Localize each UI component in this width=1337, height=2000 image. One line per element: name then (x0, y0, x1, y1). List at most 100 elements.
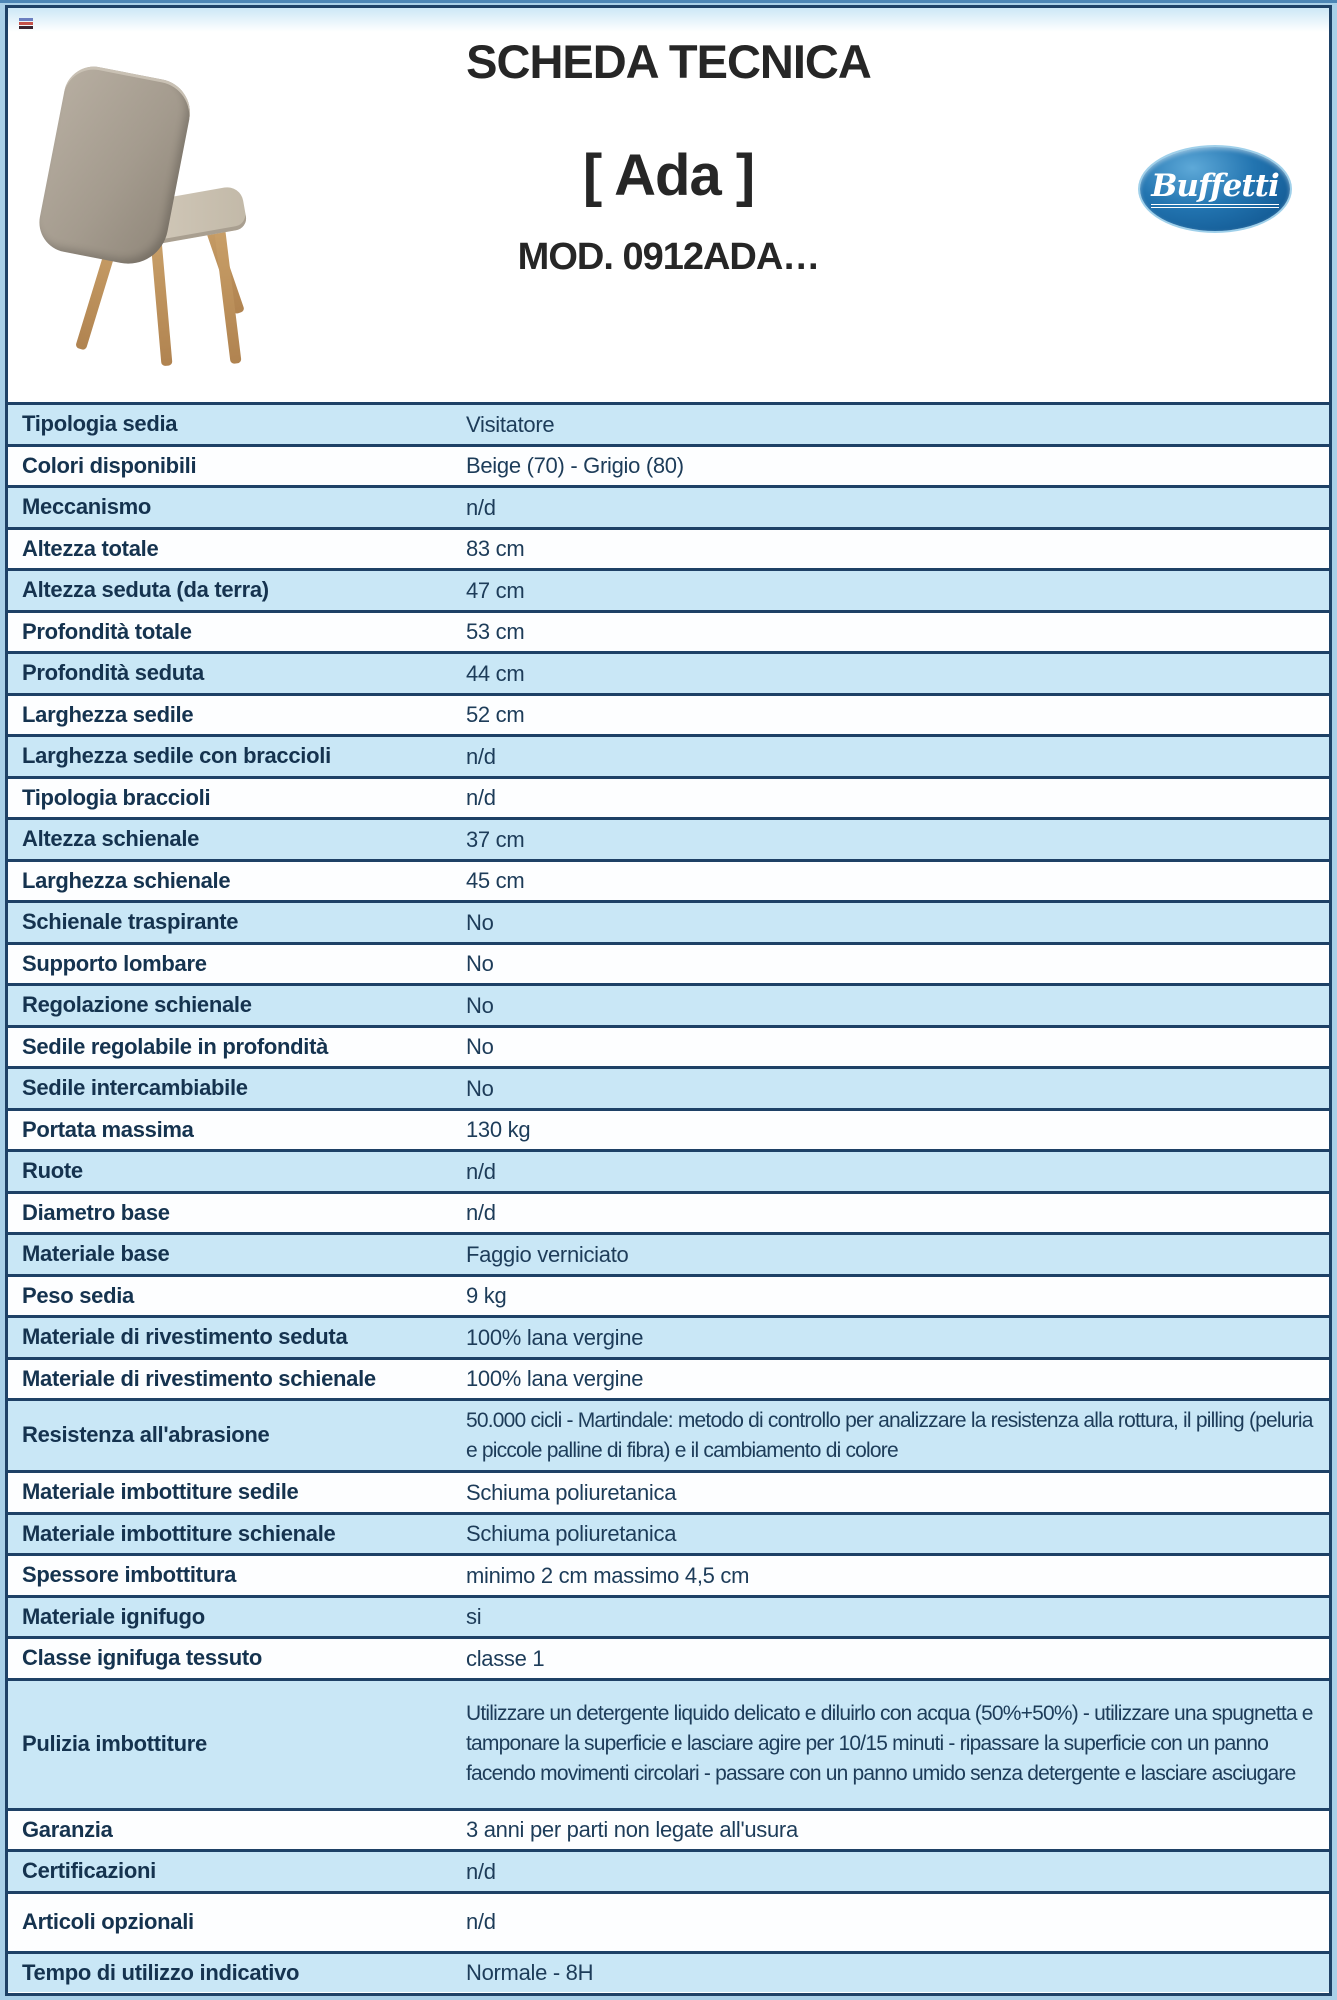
row-label: Altezza schienale (22, 826, 200, 852)
row-value: Normale - 8H (466, 1960, 594, 1986)
table-row: Sedile intercambiabile No (8, 1066, 1329, 1108)
table-row: Profondità totale 53 cm (8, 609, 1329, 651)
row-label: Diametro base (22, 1199, 170, 1225)
table-row: Altezza totale 83 cm (8, 526, 1329, 568)
row-label: Schienale traspirante (22, 909, 239, 935)
row-label: Larghezza sedile con braccioli (22, 743, 331, 769)
table-row: Supporto lombare No (8, 941, 1329, 983)
row-label: Ruote (22, 1158, 83, 1184)
row-label: Meccanismo (22, 494, 152, 520)
row-value: n/d (466, 1200, 496, 1226)
row-value: 53 cm (466, 619, 525, 645)
table-row: Materiale di rivestimento schienale 100%… (8, 1356, 1329, 1398)
row-label: Materiale imbottiture sedile (22, 1479, 299, 1505)
header: SCHEDA TECNICA [ Ada ] MOD. 0912ADA… Buf… (8, 8, 1329, 402)
chair-image (34, 61, 248, 367)
table-row: Regolazione schienale No (8, 983, 1329, 1025)
row-value: n/d (466, 1858, 496, 1884)
row-label: Altezza seduta (da terra) (22, 577, 269, 603)
row-value: 9 kg (466, 1283, 507, 1309)
row-value: 83 cm (466, 536, 525, 562)
page-frame: SCHEDA TECNICA [ Ada ] MOD. 0912ADA… Buf… (5, 5, 1332, 1996)
row-label: Resistenza all'abrasione (22, 1422, 270, 1448)
page-title: SCHEDA TECNICA (466, 35, 872, 88)
table-row: Spessore imbottitura minimo 2 cm massimo… (8, 1553, 1329, 1595)
row-label: Materiale ignifugo (22, 1603, 205, 1629)
row-value: si (466, 1604, 482, 1630)
table-row: Larghezza sedile con braccioli n/d (8, 734, 1329, 776)
row-label: Colori disponibili (22, 452, 197, 478)
table-row: Altezza schienale 37 cm (8, 817, 1329, 859)
row-value: n/d (466, 785, 496, 811)
row-value: 52 cm (466, 702, 525, 728)
page-top-edge (0, 0, 1337, 3)
row-value: No (466, 909, 494, 935)
row-value: No (466, 1075, 494, 1101)
row-label: Sedile regolabile in profondità (22, 1033, 329, 1059)
row-label: Classe ignifuga tessuto (22, 1645, 263, 1671)
row-value: 50.000 cicli - Martindale: metodo di con… (466, 1408, 1313, 1462)
row-label: Tipologia braccioli (22, 784, 211, 810)
row-label: Profondità seduta (22, 660, 204, 686)
table-row: Tipologia braccioli n/d (8, 775, 1329, 817)
row-label: Materiale di rivestimento schienale (22, 1365, 376, 1391)
row-label: Spessore imbottitura (22, 1562, 237, 1588)
table-row: Resistenza all'abrasione 50.000 cicli - … (8, 1398, 1329, 1470)
table-row: Materiale di rivestimento seduta 100% la… (8, 1315, 1329, 1357)
row-label: Materiale di rivestimento seduta (22, 1324, 348, 1350)
table-row: Tempo di utilizzo indicativo Normale - 8… (8, 1950, 1329, 1992)
row-value: n/d (466, 1158, 496, 1184)
row-label: Materiale imbottiture schienale (22, 1520, 336, 1546)
table-row: Pulizia imbottiture Utilizzare un deterg… (8, 1677, 1329, 1808)
row-value: 130 kg (466, 1117, 531, 1143)
table-row: Garanzia 3 anni per parti non legate all… (8, 1807, 1329, 1849)
row-value: Visitatore (466, 411, 555, 437)
table-row: Meccanismo n/d (8, 485, 1329, 527)
row-label: Larghezza sedile (22, 701, 194, 727)
product-name: [ Ada ] (582, 143, 755, 208)
row-label: Portata massima (22, 1116, 194, 1142)
row-value: Schiuma poliuretanica (466, 1521, 677, 1547)
row-value: classe 1 (466, 1645, 545, 1671)
row-label: Supporto lombare (22, 950, 207, 976)
table-row: Materiale imbottiture schienale Schiuma … (8, 1511, 1329, 1553)
table-row: Peso sedia 9 kg (8, 1273, 1329, 1315)
row-label: Garanzia (22, 1816, 113, 1842)
row-value: 44 cm (466, 660, 525, 686)
table-row: Colori disponibili Beige (70) - Grigio (… (8, 443, 1329, 485)
row-label: Sedile intercambiabile (22, 1075, 248, 1101)
table-row: Altezza seduta (da terra) 47 cm (8, 568, 1329, 610)
row-value: 3 anni per parti non legate all'usura (466, 1817, 798, 1843)
row-label: Altezza totale (22, 535, 159, 561)
row-value: Beige (70) - Grigio (80) (466, 453, 684, 479)
brand-logo: Buffetti (1140, 147, 1290, 231)
table-row: Profondità seduta 44 cm (8, 651, 1329, 693)
row-value: n/d (466, 1909, 496, 1935)
row-label: Tipologia sedia (22, 411, 178, 437)
table-row: Sedile regolabile in profondità No (8, 1024, 1329, 1066)
table-row: Materiale ignifugo si (8, 1594, 1329, 1636)
row-label: Larghezza schienale (22, 867, 231, 893)
table-row: Classe ignifuga tessuto classe 1 (8, 1636, 1329, 1678)
table-row: Larghezza schienale 45 cm (8, 858, 1329, 900)
row-label: Articoli opzionali (22, 1908, 194, 1934)
row-value: Utilizzare un detergente liquido delicat… (466, 1702, 1313, 1785)
row-label: Regolazione schienale (22, 992, 252, 1018)
table-row: Diametro base n/d (8, 1190, 1329, 1232)
row-label: Tempo di utilizzo indicativo (22, 1959, 300, 1985)
row-value: 100% lana vergine (466, 1366, 644, 1392)
row-label: Profondità totale (22, 618, 192, 644)
row-value: n/d (466, 743, 496, 769)
table-row: Materiale imbottiture sedile Schiuma pol… (8, 1470, 1329, 1512)
row-value: n/d (466, 494, 496, 520)
row-label: Pulizia imbottiture (22, 1730, 207, 1756)
row-value: 37 cm (466, 826, 525, 852)
table-row: Materiale base Faggio verniciato (8, 1232, 1329, 1274)
row-value: minimo 2 cm massimo 4,5 cm (466, 1562, 750, 1588)
row-label: Materiale base (22, 1241, 170, 1267)
table-row: Schienale traspirante No (8, 900, 1329, 942)
row-value: No (466, 992, 494, 1018)
row-value: 47 cm (466, 577, 525, 603)
table-row: Portata massima 130 kg (8, 1107, 1329, 1149)
